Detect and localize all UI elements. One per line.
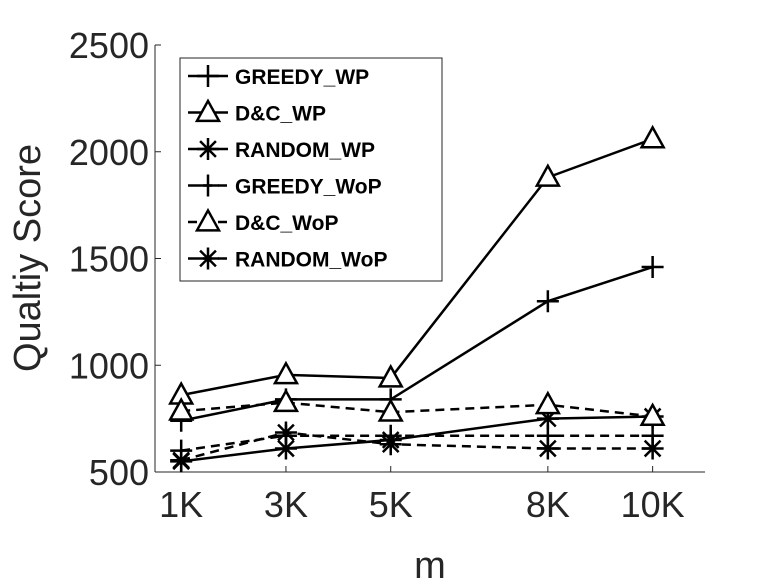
legend-marker	[197, 174, 219, 197]
y-tick-label: 2000	[69, 132, 149, 173]
data-point	[377, 398, 404, 422]
data-point	[536, 407, 559, 430]
legend-marker	[197, 138, 219, 160]
y-tick-label: 2500	[69, 25, 149, 66]
y-tick-label: 1000	[69, 345, 149, 386]
legend-label: RANDOM_WP	[235, 139, 375, 162]
series-RANDOM_WoP	[170, 421, 664, 472]
series-line	[181, 401, 653, 418]
legend-label: RANDOM_WoP	[235, 249, 387, 272]
data-point	[639, 124, 666, 149]
legend-label: GREEDY_WP	[235, 66, 369, 89]
data-point	[377, 363, 404, 388]
data-point	[170, 449, 193, 472]
data-point	[641, 256, 664, 279]
y-tick-label: 500	[89, 452, 149, 493]
axes	[154, 44, 705, 473]
data-point	[639, 402, 666, 427]
legend-label: D&C_WoP	[235, 212, 338, 235]
x-tick-label: 3K	[264, 484, 308, 525]
legend-marker	[197, 247, 219, 270]
series-D&C_WP	[168, 124, 666, 405]
data-point	[534, 390, 561, 415]
legend-label: GREEDY_WoP	[235, 176, 382, 199]
legend: GREEDY_WP D&C_WP RANDOM_WP GREEDY_WoP D&C_Wo…	[179, 57, 443, 282]
data-point	[274, 421, 297, 444]
tick-labels: 500 1000 1500 2000 2500 1K 3K 5K 8K 10K	[69, 25, 685, 525]
legend-label: D&C_WP	[235, 103, 326, 126]
data-point	[641, 437, 664, 460]
legend-box	[179, 57, 443, 282]
x-tick-label: 1K	[159, 484, 203, 525]
data-point	[379, 433, 402, 456]
series-group	[168, 124, 666, 473]
x-tick-label: 8K	[526, 484, 570, 525]
data-point	[274, 437, 297, 460]
legend-marker	[194, 207, 222, 232]
series-RANDOM_WP	[170, 405, 664, 473]
data-point	[536, 290, 559, 313]
x-tick-label: 5K	[369, 484, 413, 525]
legend-marker	[197, 65, 219, 87]
legend-marker	[194, 98, 222, 123]
y-tick-label: 1500	[69, 239, 149, 280]
data-point	[168, 397, 195, 421]
data-point	[534, 163, 561, 187]
data-point	[536, 437, 559, 460]
series-line	[181, 415, 653, 463]
data-point	[272, 388, 300, 413]
x-axis-label: m	[414, 545, 446, 584]
x-tick-label: 10K	[621, 484, 685, 525]
y-axis-label: Qualtiy Score	[7, 144, 49, 372]
series-D&C_WoP	[168, 388, 666, 427]
data-point	[272, 360, 300, 385]
